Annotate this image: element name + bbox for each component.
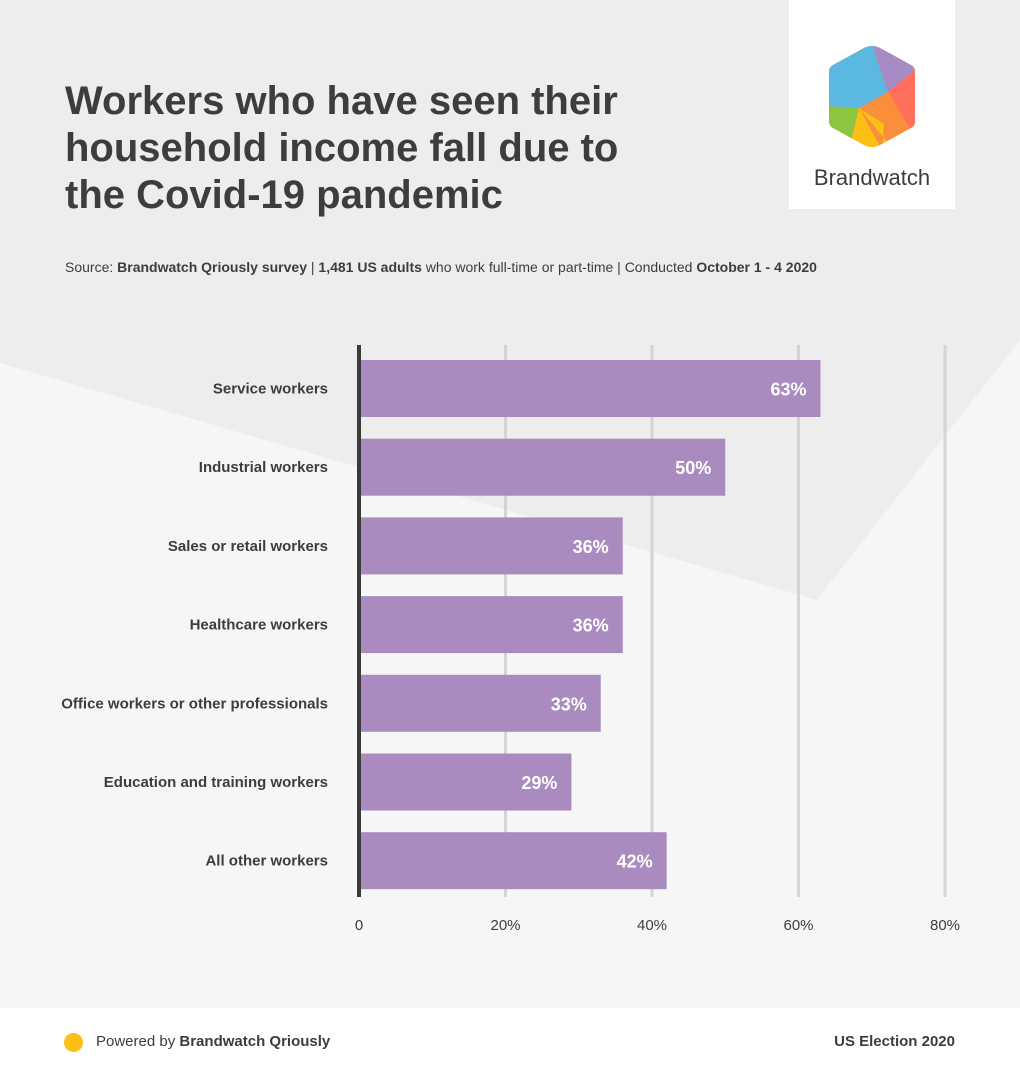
bar-chart: Service workers 63% Industrial workers 50% S… [61, 345, 960, 934]
brandwatch-hexagon-logo-icon [829, 46, 915, 147]
source-dates: October 1 - 4 2020 [696, 259, 817, 275]
bar [359, 832, 667, 890]
value-label: 29% [521, 773, 557, 793]
title-line: Workers who have seen their [65, 79, 618, 123]
source-audience: who work full-time or part-time | Conduc… [421, 259, 697, 275]
brandwatch-wordmark: Brandwatch [813, 165, 931, 190]
category-label: Sales or retail workers [168, 538, 328, 555]
bar [359, 360, 821, 417]
source-prefix: Source: [65, 259, 118, 275]
powered-by: Powered by Brandwatch Qriously [96, 1033, 330, 1050]
source-sample: 1,481 US adults [318, 259, 422, 275]
value-label: 50% [675, 458, 711, 478]
powered-prefix: Powered by [96, 1033, 180, 1050]
source-survey: Brandwatch Qriously survey [117, 259, 307, 275]
title-line: the Covid-19 pandemic [65, 173, 503, 217]
category-label: Office workers or other professionals [61, 695, 328, 712]
x-tick-label: 80% [930, 917, 960, 934]
x-tick-label: 0 [355, 917, 363, 934]
source-note: Source: Brandwatch Qriously survey | 1,4… [65, 259, 817, 275]
value-label: 33% [551, 694, 587, 714]
source-separator: | [306, 259, 319, 275]
category-label: Service workers [213, 381, 328, 398]
brandwatch-logo-card: Brandwatch [789, 0, 955, 209]
bar [359, 438, 726, 496]
bar [359, 596, 623, 654]
footer: Powered by Brandwatch Qriously US Electi… [0, 1008, 1020, 1078]
x-tick-label: 60% [783, 917, 813, 934]
title-line: household income fall due to [65, 126, 619, 170]
value-label: 36% [573, 537, 609, 557]
category-label: Healthcare workers [190, 617, 328, 634]
value-label: 42% [617, 852, 653, 872]
chart-title: Workers who have seen their household in… [65, 78, 705, 219]
bar [359, 753, 572, 811]
powered-brand: Brandwatch Qriously [179, 1033, 331, 1050]
bar [359, 517, 623, 575]
bar [359, 674, 601, 732]
yellow-dot-icon [64, 1033, 83, 1052]
x-tick-label: 40% [637, 917, 667, 934]
footer-campaign-label: US Election 2020 [834, 1033, 955, 1050]
x-tick-label: 20% [490, 917, 520, 934]
category-label: Industrial workers [199, 459, 328, 476]
category-label: All other workers [205, 853, 328, 870]
category-label: Education and training workers [104, 774, 328, 791]
value-label: 63% [770, 380, 806, 400]
value-label: 36% [573, 616, 609, 636]
